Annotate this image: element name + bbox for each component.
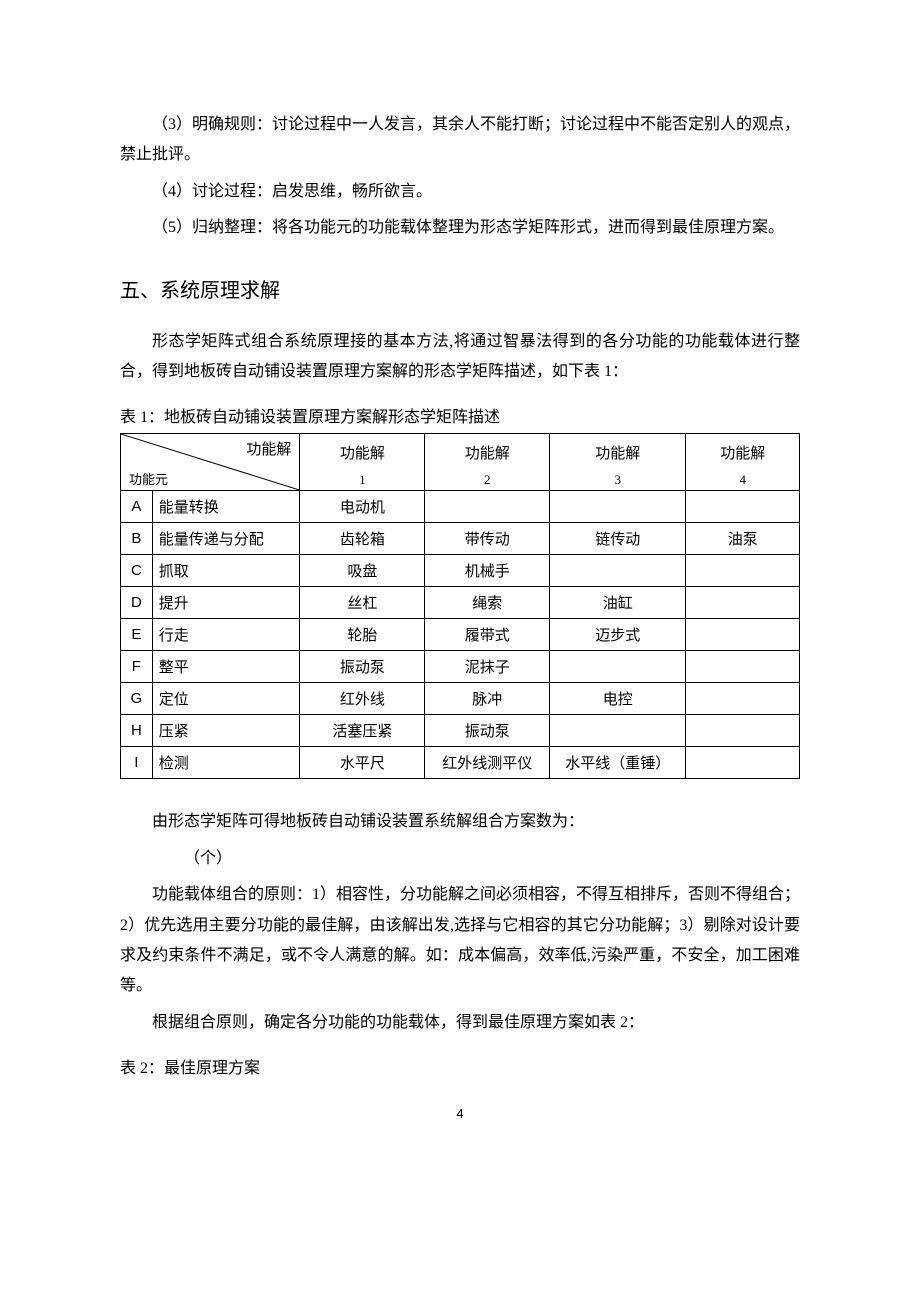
col-header-4: 功能解 4 bbox=[686, 434, 800, 491]
cell: 齿轮箱 bbox=[300, 523, 425, 555]
table-row: F 整平 振动泵 泥抹子 bbox=[121, 651, 800, 683]
cell: 油泵 bbox=[686, 523, 800, 555]
col-header-label: 功能解 bbox=[300, 442, 424, 463]
col-header-1: 功能解 1 bbox=[300, 434, 425, 491]
cell bbox=[686, 491, 800, 523]
col-header-num: 1 bbox=[300, 472, 424, 488]
col-header-label: 功能解 bbox=[550, 442, 685, 463]
col-header-3: 功能解 3 bbox=[550, 434, 686, 491]
table-row: I 检测 水平尺 红外线测平仪 水平线（重锤） bbox=[121, 747, 800, 779]
cell bbox=[550, 491, 686, 523]
paragraph-rule-4: （4）讨论过程：启发思维，畅所欲言。 bbox=[120, 177, 800, 207]
cell: 电动机 bbox=[300, 491, 425, 523]
cell: 泥抹子 bbox=[425, 651, 550, 683]
paragraph-rule-5: （5）归纳整理：将各功能元的功能载体整理为形态学矩阵形式，进而得到最佳原理方案。 bbox=[120, 213, 800, 243]
cell bbox=[686, 747, 800, 779]
row-id: I bbox=[121, 747, 153, 779]
row-id: A bbox=[121, 491, 153, 523]
table-row: E 行走 轮胎 履带式 迈步式 bbox=[121, 619, 800, 651]
cell: 红外线测平仪 bbox=[425, 747, 550, 779]
cell: 电控 bbox=[550, 683, 686, 715]
diag-header-top: 功能解 bbox=[246, 438, 291, 459]
cell: 红外线 bbox=[300, 683, 425, 715]
cell: 机械手 bbox=[425, 555, 550, 587]
cell bbox=[686, 715, 800, 747]
cell: 活塞压紧 bbox=[300, 715, 425, 747]
col-header-num: 4 bbox=[686, 472, 799, 488]
col-header-num: 3 bbox=[550, 472, 685, 488]
table-1-caption: 表 1：地板砖自动铺设装置原理方案解形态学矩阵描述 bbox=[120, 403, 800, 427]
combination-count-unit: （个） bbox=[120, 844, 800, 874]
table-row: C 抓取 吸盘 机械手 bbox=[121, 555, 800, 587]
row-function-name: 抓取 bbox=[152, 555, 300, 587]
row-function-name: 定位 bbox=[152, 683, 300, 715]
row-id: C bbox=[121, 555, 153, 587]
cell: 带传动 bbox=[425, 523, 550, 555]
cell: 链传动 bbox=[550, 523, 686, 555]
col-header-label: 功能解 bbox=[686, 442, 799, 463]
cell bbox=[550, 715, 686, 747]
table-row: B 能量传递与分配 齿轮箱 带传动 链传动 油泵 bbox=[121, 523, 800, 555]
row-id: H bbox=[121, 715, 153, 747]
row-id: F bbox=[121, 651, 153, 683]
col-header-label: 功能解 bbox=[425, 442, 549, 463]
table-2-caption: 表 2：最佳原理方案 bbox=[120, 1054, 800, 1078]
cell: 吸盘 bbox=[300, 555, 425, 587]
diagonal-header-cell: 功能解 功能元 bbox=[121, 434, 300, 491]
cell: 绳索 bbox=[425, 587, 550, 619]
cell: 油缸 bbox=[550, 587, 686, 619]
cell bbox=[550, 651, 686, 683]
cell bbox=[686, 555, 800, 587]
cell bbox=[686, 651, 800, 683]
cell bbox=[550, 555, 686, 587]
row-function-name: 检测 bbox=[152, 747, 300, 779]
row-function-name: 行走 bbox=[152, 619, 300, 651]
row-function-name: 能量转换 bbox=[152, 491, 300, 523]
cell bbox=[686, 587, 800, 619]
section-5-heading: 五、系统原理求解 bbox=[120, 274, 800, 303]
col-header-2: 功能解 2 bbox=[425, 434, 550, 491]
cell: 振动泵 bbox=[300, 651, 425, 683]
row-id: D bbox=[121, 587, 153, 619]
row-id: E bbox=[121, 619, 153, 651]
table2-intro-text: 根据组合原则，确定各分功能的功能载体，得到最佳原理方案如表 2： bbox=[120, 1008, 800, 1038]
combination-principle-text: 功能载体组合的原则：1）相容性，分功能解之间必须相容，不得互相排斥，否则不得组合… bbox=[120, 880, 800, 1002]
table-row: D 提升 丝杠 绳索 油缸 bbox=[121, 587, 800, 619]
row-function-name: 整平 bbox=[152, 651, 300, 683]
row-function-name: 压紧 bbox=[152, 715, 300, 747]
cell: 迈步式 bbox=[550, 619, 686, 651]
cell bbox=[425, 491, 550, 523]
combination-count-text: 由形态学矩阵可得地板砖自动铺设装置系统解组合方案数为： bbox=[120, 807, 800, 837]
section-5-intro: 形态学矩阵式组合系统原理接的基本方法,将通过智暴法得到的各分功能的功能载体进行整… bbox=[120, 327, 800, 388]
cell bbox=[686, 683, 800, 715]
row-id: B bbox=[121, 523, 153, 555]
page-number: 4 bbox=[120, 1106, 800, 1121]
cell: 履带式 bbox=[425, 619, 550, 651]
morphology-matrix-table: 功能解 功能元 功能解 1 功能解 2 功能解 3 功能解 4 A 能量转换 bbox=[120, 433, 800, 779]
cell: 水平线（重锤） bbox=[550, 747, 686, 779]
row-function-name: 提升 bbox=[152, 587, 300, 619]
col-header-num: 2 bbox=[425, 472, 549, 488]
cell: 水平尺 bbox=[300, 747, 425, 779]
diag-header-bottom: 功能元 bbox=[129, 469, 168, 488]
cell: 轮胎 bbox=[300, 619, 425, 651]
row-function-name: 能量传递与分配 bbox=[152, 523, 300, 555]
paragraph-rule-3: （3）明确规则：讨论过程中一人发言，其余人不能打断；讨论过程中不能否定别人的观点… bbox=[120, 110, 800, 171]
cell: 脉冲 bbox=[425, 683, 550, 715]
cell: 振动泵 bbox=[425, 715, 550, 747]
cell bbox=[686, 619, 800, 651]
cell: 丝杠 bbox=[300, 587, 425, 619]
table-row: G 定位 红外线 脉冲 电控 bbox=[121, 683, 800, 715]
table-row: H 压紧 活塞压紧 振动泵 bbox=[121, 715, 800, 747]
row-id: G bbox=[121, 683, 153, 715]
table-row: A 能量转换 电动机 bbox=[121, 491, 800, 523]
table-header-row: 功能解 功能元 功能解 1 功能解 2 功能解 3 功能解 4 bbox=[121, 434, 800, 491]
